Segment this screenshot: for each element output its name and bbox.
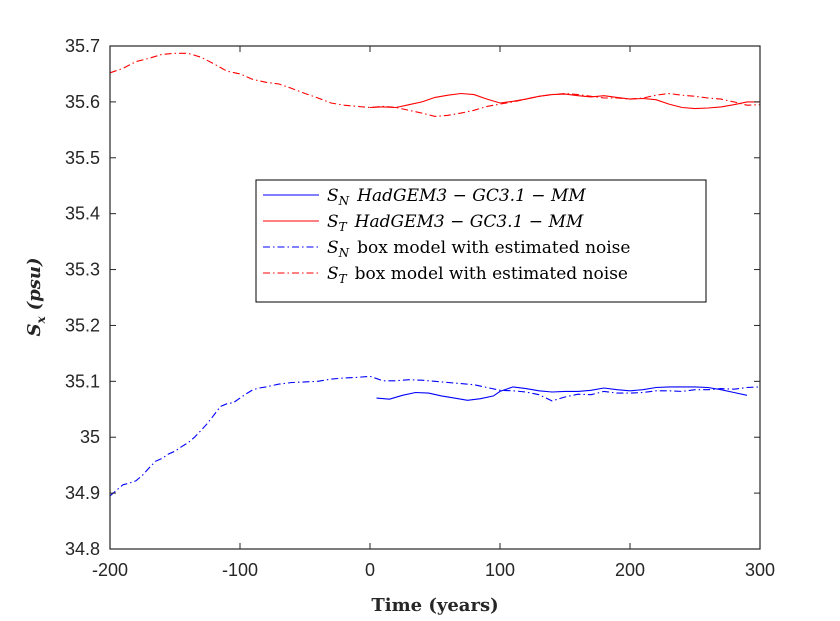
y-tick-label: 35.7 <box>65 36 100 56</box>
series-line-3 <box>109 375 761 497</box>
x-tick-label: 0 <box>365 560 375 580</box>
legend-label-2: ST HadGEM3 − GC3.1 − MM <box>327 212 584 234</box>
tick-layer: -200 -100 0 100 200 300 34.8 34.9 35 35.1 35.2 35.3… <box>65 36 775 580</box>
y-tick-label: 35.6 <box>65 92 100 112</box>
legend-label-3: SN box model with estimated noise <box>327 238 630 260</box>
x-tick-label: -100 <box>222 560 258 580</box>
y-axis-unit: (psu) <box>24 258 45 311</box>
x-tick-label: -200 <box>92 560 128 580</box>
legend: SN HadGEM3 − GC3.1 − MM ST HadGEM3 − GC3.1 … <box>255 179 707 303</box>
legend-box <box>255 179 707 303</box>
y-axis-symbol: S <box>24 324 45 337</box>
series-line-2 <box>369 92 760 110</box>
y-tick-label: 35.4 <box>65 204 100 224</box>
y-tick-label: 35.3 <box>65 260 100 280</box>
y-tick-label: 34.9 <box>65 483 100 503</box>
x-axis-label: Time (years) <box>371 595 498 616</box>
y-tick-label: 35.5 <box>65 148 100 168</box>
axes-box <box>109 45 761 550</box>
x-tick-label: 100 <box>485 560 515 580</box>
legend-label-1: SN HadGEM3 − GC3.1 − MM <box>327 186 586 208</box>
x-tick-label: 200 <box>615 560 645 580</box>
y-tick-label: 35.2 <box>65 315 100 335</box>
series-line-1 <box>376 386 748 401</box>
y-tick-label: 34.8 <box>65 539 100 559</box>
y-tick-label: 35 <box>80 427 100 447</box>
series-line-4 <box>109 52 761 117</box>
legend-label-4: ST box model with estimated noise <box>327 264 628 286</box>
series-layer <box>109 52 761 497</box>
y-tick-label: 35.1 <box>65 371 100 391</box>
y-axis-subscript: x <box>34 316 48 325</box>
x-tick-label: 300 <box>745 560 775 580</box>
y-axis-label: Sx (psu) <box>24 258 48 337</box>
